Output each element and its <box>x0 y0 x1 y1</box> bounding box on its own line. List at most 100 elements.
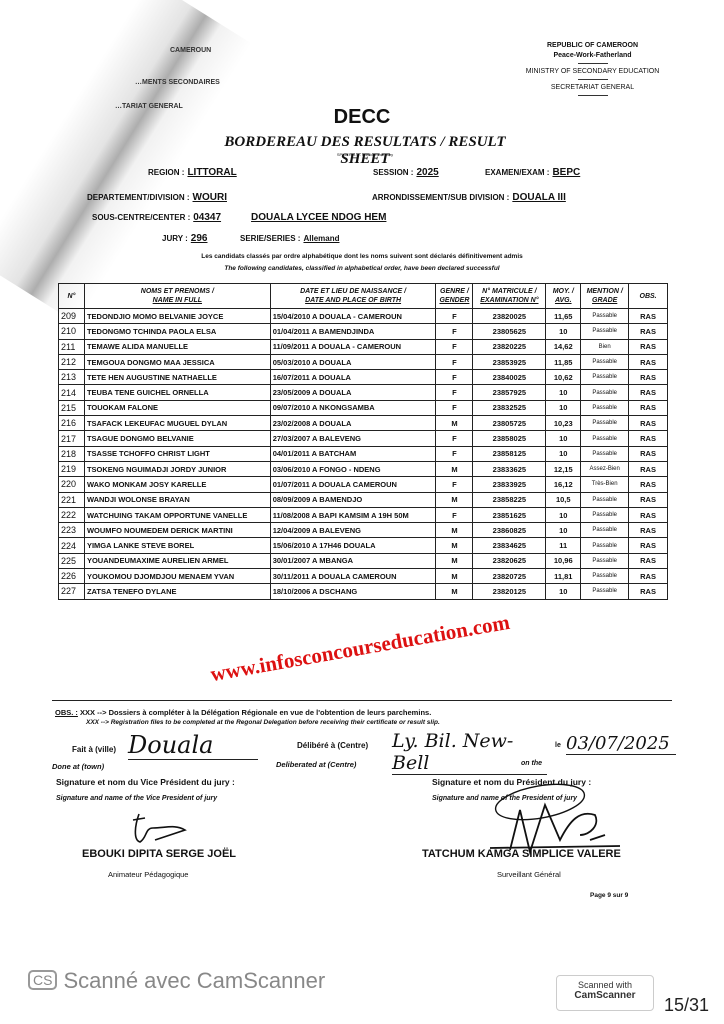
row-number: 212 <box>58 353 85 371</box>
average: 11,81 <box>545 568 582 585</box>
exam-number: 23840025 <box>472 369 547 386</box>
gender: F <box>435 384 474 401</box>
exam-number: 23820125 <box>472 583 547 600</box>
deliberated-label: Délibéré à (Centre) <box>297 741 369 750</box>
gender: F <box>435 445 474 462</box>
column-header-text: GRADE <box>592 297 618 304</box>
president-sign-label-en: Signature and name of the President of j… <box>432 795 578 802</box>
series-value: Allemand <box>303 234 340 243</box>
exam-label: EXAMEN/EXAM : <box>485 168 550 177</box>
exam-number: 23858125 <box>472 445 547 462</box>
table-row: 222 WATCHUING TAKAM OPPORTUNE VANELLE 11/0… <box>58 506 668 524</box>
observation: RAS <box>628 552 668 570</box>
birth-date-place: 03/06/2010 A FONGO - NDENG <box>269 460 437 478</box>
center-label: SOUS-CENTRE/CENTER : <box>92 213 191 222</box>
obs-note: OBS. : XXX --> Dossiers à compléter à la… <box>55 708 431 717</box>
division-field: DEPARTEMENT/DIVISION : WOURI <box>87 192 227 203</box>
deliberated-label-en: Deliberated at (Centre) <box>276 760 357 769</box>
president-role: Surveillant Général <box>497 870 561 879</box>
row-number: 227 <box>58 583 85 600</box>
camscanner-logo-icon: CS <box>28 970 58 990</box>
observation: RAS <box>628 430 668 447</box>
column-header: GENRE / GENDER <box>435 283 474 309</box>
table-row: 221 WANDJI WOLONSE BRAYAN 08/09/2009 A BAM… <box>58 491 668 508</box>
center-field: SOUS-CENTRE/CENTER :04347 DOUALA LYCEE ND… <box>92 212 386 223</box>
header-right: REPUBLIC OF CAMEROON Peace-Work-Fatherla… <box>500 42 685 100</box>
column-header: DATE ET LIEU DE NAISSANCE / DATE AND PLAC… <box>269 283 437 309</box>
candidate-name: TEMGOUA DONGMO MAA JESSICA <box>83 353 271 371</box>
ministry: MINISTRY OF SECONDARY EDUCATION <box>525 68 660 75</box>
exam-number: 23820725 <box>472 568 547 585</box>
candidate-name: YOUKOMOU DJOMDJOU MENAEM YVAN <box>83 568 271 585</box>
table-row: 213 TETE HEN AUGUSTINE NATHAELLE 16/07/201… <box>58 369 668 386</box>
gender: M <box>435 491 474 508</box>
grade: Passable <box>580 506 630 524</box>
camscanner-badge: Scanned with CamScanner <box>556 975 654 1011</box>
grade: Passable <box>580 445 630 462</box>
candidate-name: WOUMFO NOUMEDEM DERICK MARTINI <box>83 522 271 539</box>
gender: F <box>435 506 474 524</box>
birth-date-place: 15/04/2010 A DOUALA - CAMEROUN <box>269 307 437 325</box>
grade: Passable <box>580 430 630 447</box>
table-row: 223 WOUMFO NOUMEDEM DERICK MARTINI 12/04/2… <box>58 522 668 539</box>
on-label-en: on the <box>521 760 542 767</box>
watermark: www.infosconcourseducation.com <box>208 609 512 687</box>
birth-date-place: 16/07/2011 A DOUALA <box>269 369 437 386</box>
exam-number: 23860825 <box>472 522 547 539</box>
exam-field: EXAMEN/EXAM : BEPC <box>485 167 580 178</box>
grade: Passable <box>580 399 630 417</box>
subdivision-field: ARRONDISSEMENT/SUB DIVISION : DOUALA III <box>372 192 566 203</box>
grade: Passable <box>580 384 630 401</box>
exam-number: 23858225 <box>472 491 547 508</box>
average: 10,62 <box>545 369 582 386</box>
gender: F <box>435 476 474 493</box>
average: 10 <box>545 384 582 401</box>
candidate-name: TSAFACK LEKEUFAC MUGUEL DYLAN <box>83 415 271 432</box>
candidate-name: YOUANDEUMAXIME AURELIEN ARMEL <box>83 552 271 570</box>
column-header-text: OBS. <box>639 292 657 300</box>
exam-number: 23820225 <box>472 338 547 355</box>
gender: F <box>435 430 474 447</box>
divider <box>577 95 608 96</box>
grade: Passable <box>580 537 630 554</box>
grade: Très-Bien <box>580 476 630 493</box>
gender: F <box>435 399 474 417</box>
spider-note: SPIDER 9.0 - Président de Jury <box>336 152 394 157</box>
jury-field: JURY :296 <box>162 233 207 244</box>
region-label: REGION : <box>148 168 185 177</box>
birth-date-place: 01/04/2011 A BAMENDJINDA <box>269 323 437 340</box>
camscanner-footer: CS Scanné avec CamScanner <box>28 968 325 994</box>
president-name: TATCHUM KAMGA SIMPLICE VALERE <box>422 848 621 860</box>
candidate-name: TEDONDJIO MOMO BELVANIE JOYCE <box>83 307 271 325</box>
observation: RAS <box>628 399 668 417</box>
column-header: MENTION / GRADE <box>580 283 630 309</box>
gender: F <box>435 369 474 386</box>
candidate-name: TSAGUE DONGMO BELVANIE <box>83 430 271 447</box>
candidate-name: TOUOKAM FALONE <box>83 399 271 417</box>
exam-number: 23832525 <box>472 399 547 417</box>
center-name: DOUALA LYCEE NDOG HEM <box>251 212 387 223</box>
candidate-name: YIMGA LANKE STEVE BOREL <box>83 537 271 554</box>
divider-line <box>52 700 672 701</box>
table-row: 225 YOUANDEUMAXIME AURELIEN ARMEL 30/01/20… <box>58 552 668 570</box>
row-number: 214 <box>58 384 85 401</box>
centre-handwritten: Ly. Bil. New-Bell <box>392 730 547 775</box>
column-header: N° MATRICULE / EXAMINATION N° <box>472 283 547 309</box>
column-header-text: EXAMINATION N° <box>480 297 539 304</box>
row-number: 211 <box>58 338 85 355</box>
results-table: N° NOMS ET PRENOMS / NAME IN FULL DATE ET L… <box>58 283 668 600</box>
region-value: LITTORAL <box>187 167 237 178</box>
observation: RAS <box>628 384 668 401</box>
average: 16,12 <box>545 476 582 493</box>
column-header-text: N° MATRICULE / <box>482 288 537 295</box>
header-left-line2: …MENTS SECONDAIRES <box>135 79 220 86</box>
secretariat: SECRETARIAT GENERAL <box>550 84 635 91</box>
grade: Passable <box>580 552 630 570</box>
birth-date-place: 09/07/2010 A NKONGSAMBA <box>269 399 437 417</box>
table-row: 211 TEMAWE ALIDA MANUELLE 11/09/2011 A DOU… <box>58 338 668 355</box>
observation: RAS <box>628 476 668 493</box>
candidate-name: TEUBA TENE GUICHEL ORNELLA <box>83 384 271 401</box>
vp-name: EBOUKI DIPITA SERGE JOËL <box>82 848 237 860</box>
average: 10,96 <box>545 552 582 570</box>
observation: RAS <box>628 491 668 508</box>
